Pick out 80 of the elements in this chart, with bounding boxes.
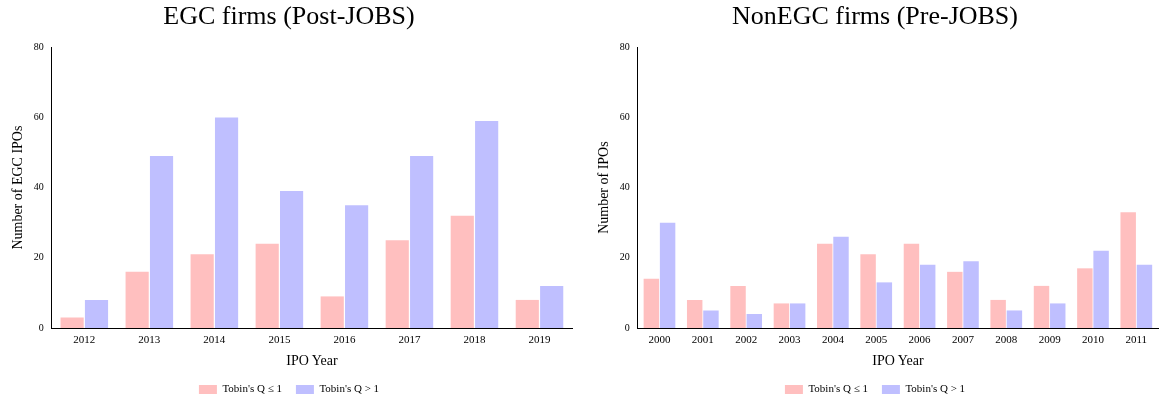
bar <box>659 222 676 328</box>
x-tick-label: 2019 <box>528 333 551 346</box>
bar <box>860 254 876 328</box>
bar <box>947 271 963 328</box>
bar <box>1006 310 1023 328</box>
x-tick-label: 2002 <box>735 333 758 346</box>
y-tick-label: 20 <box>619 251 630 263</box>
bar <box>540 285 564 328</box>
bar <box>990 299 1006 328</box>
bar <box>1093 250 1109 328</box>
bar <box>515 299 539 328</box>
bar <box>963 261 979 328</box>
x-tick-label: 2009 <box>1038 333 1062 346</box>
bar <box>703 310 719 328</box>
chart-title: NonEGC firms (Pre-JOBS) <box>732 1 1018 31</box>
legend-label: Tobin's Q ≤ 1 <box>222 382 282 395</box>
bar <box>1120 212 1136 328</box>
y-tick-label: 80 <box>619 40 630 52</box>
x-tick-label: 2013 <box>138 333 161 346</box>
bar <box>60 317 84 328</box>
bar <box>280 191 304 328</box>
bar <box>876 282 893 328</box>
bar <box>789 303 806 328</box>
x-tick-label: 2011 <box>1125 333 1148 346</box>
bar <box>190 254 214 328</box>
y-tick-label: 0 <box>624 321 630 333</box>
x-tick-label: 2006 <box>908 333 932 346</box>
bar <box>1136 264 1153 328</box>
bar <box>84 299 109 328</box>
bar <box>125 271 149 328</box>
x-tick-label: 2007 <box>951 333 975 346</box>
x-tick-label: 2012 <box>73 333 96 346</box>
x-tick-label: 2018 <box>463 333 486 346</box>
bar <box>833 236 849 328</box>
bar <box>214 117 239 328</box>
bar <box>730 285 746 328</box>
x-tick-label: 2001 <box>691 333 714 346</box>
bar <box>475 120 499 328</box>
bar <box>686 299 703 328</box>
x-tick-label: 2000 <box>648 333 671 346</box>
x-axis-title: IPO Year <box>872 353 924 369</box>
bar <box>746 313 763 328</box>
legend-label: Tobin's Q ≤ 1 <box>808 382 868 395</box>
x-tick-label: 2004 <box>821 333 845 346</box>
bar <box>450 215 474 328</box>
bar <box>773 303 790 328</box>
chart-title: EGC firms (Post-JOBS) <box>163 1 415 31</box>
bar <box>643 278 660 328</box>
y-tick-label: 60 <box>619 111 630 123</box>
bar <box>919 264 936 328</box>
bar <box>903 243 920 328</box>
x-tick-label: 2016 <box>333 333 356 346</box>
x-tick-label: 2015 <box>268 333 291 346</box>
x-tick-label: 2005 <box>865 333 888 346</box>
x-tick-label: 2010 <box>1081 333 1105 346</box>
bar <box>410 156 434 328</box>
y-tick-label: 40 <box>619 181 630 193</box>
y-tick-label: 60 <box>33 111 44 123</box>
bar <box>385 240 409 328</box>
bar <box>817 243 833 328</box>
legend-label: Tobin's Q > 1 <box>319 382 380 395</box>
bar <box>149 156 174 328</box>
bar <box>1033 285 1050 328</box>
bar <box>1050 303 1066 328</box>
bar <box>255 243 279 328</box>
y-axis-title: Number of EGC IPOs <box>10 125 26 250</box>
x-tick-label: 2017 <box>398 333 421 346</box>
x-tick-label: 2008 <box>995 333 1018 346</box>
x-axis-title: IPO Year <box>286 353 338 369</box>
legend-label: Tobin's Q > 1 <box>905 382 966 395</box>
y-tick-label: 0 <box>38 321 44 333</box>
y-axis-title: Number of IPOs <box>596 141 612 234</box>
y-tick-label: 40 <box>33 181 44 193</box>
y-tick-label: 20 <box>33 251 44 263</box>
bar <box>1077 268 1093 328</box>
y-tick-label: 80 <box>33 40 44 52</box>
x-tick-label: 2003 <box>778 333 802 346</box>
bar <box>320 296 344 328</box>
bar <box>345 205 369 328</box>
x-tick-label: 2014 <box>203 333 226 346</box>
